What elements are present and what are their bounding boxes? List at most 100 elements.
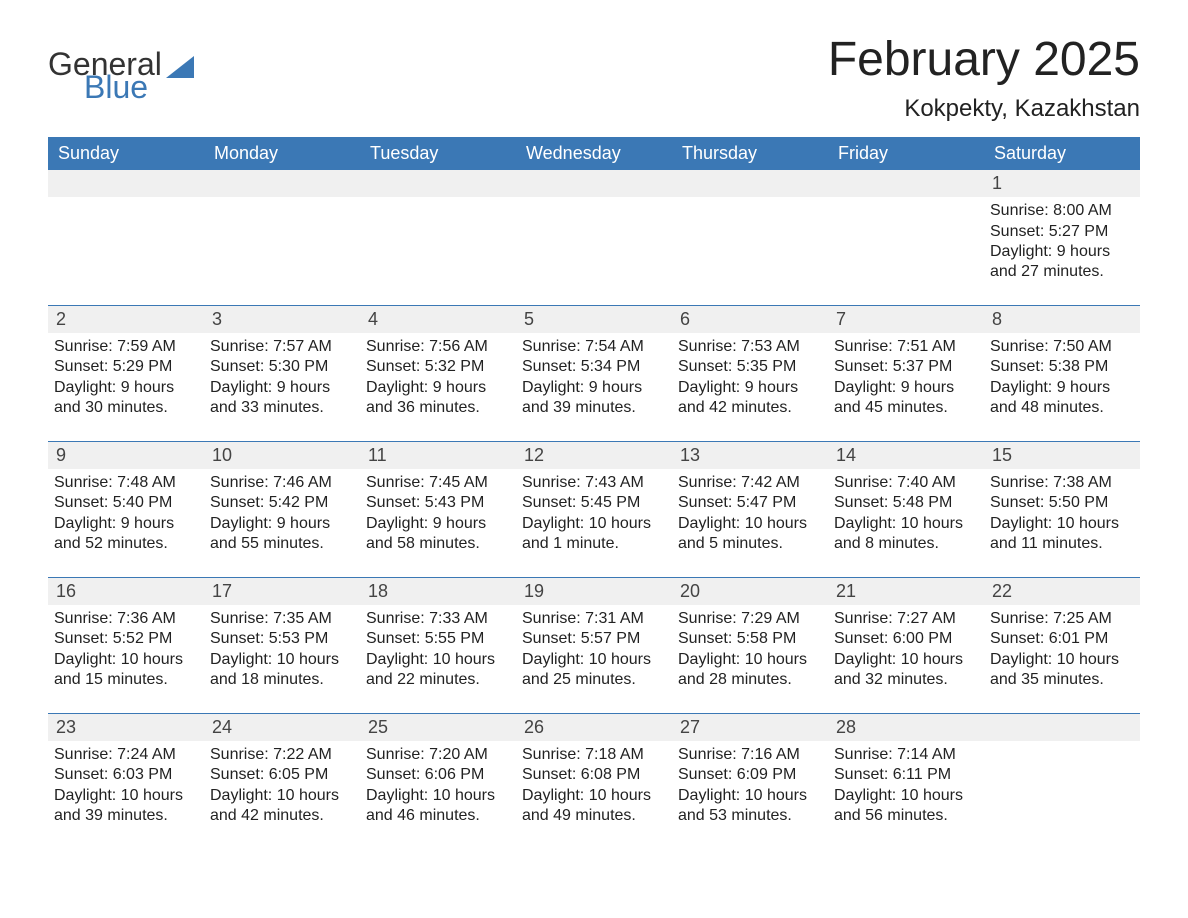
day-number: 8 xyxy=(984,306,1140,333)
sunset-line: Sunset: 5:47 PM xyxy=(678,493,822,513)
daylight-line: Daylight: 9 hours and 30 minutes. xyxy=(54,378,198,419)
day-number: 11 xyxy=(360,442,516,469)
day-cell-17: 17Sunrise: 7:35 AMSunset: 5:53 PMDayligh… xyxy=(204,578,360,713)
sunset-line: Sunset: 5:52 PM xyxy=(54,629,198,649)
day-number: 23 xyxy=(48,714,204,741)
week-row: 1Sunrise: 8:00 AMSunset: 5:27 PMDaylight… xyxy=(48,170,1140,305)
day-number: 12 xyxy=(516,442,672,469)
day-cell-6: 6 Sunrise: 7:53 AMSunset: 5:35 PMDaylight… xyxy=(672,306,828,441)
sunset-line: Sunset: 5:57 PM xyxy=(522,629,666,649)
sunrise-line: Sunrise: 7:25 AM xyxy=(990,609,1134,629)
sunrise-line: Sunrise: 7:14 AM xyxy=(834,745,978,765)
day-number: 16 xyxy=(48,578,204,605)
day-cell-14: 14Sunrise: 7:40 AMSunset: 5:48 PMDayligh… xyxy=(828,442,984,577)
daylight-line: Daylight: 10 hours and 28 minutes. xyxy=(678,650,822,691)
calendar-body: 1Sunrise: 8:00 AMSunset: 5:27 PMDaylight… xyxy=(48,170,1140,849)
day-number: 24 xyxy=(204,714,360,741)
day-cell-12: 12Sunrise: 7:43 AMSunset: 5:45 PMDayligh… xyxy=(516,442,672,577)
sail-icon xyxy=(166,56,194,78)
daylight-line: Daylight: 10 hours and 18 minutes. xyxy=(210,650,354,691)
daylight-line: Daylight: 10 hours and 49 minutes. xyxy=(522,786,666,827)
day-cell-11: 11Sunrise: 7:45 AMSunset: 5:43 PMDayligh… xyxy=(360,442,516,577)
day-number: 21 xyxy=(828,578,984,605)
sunset-line: Sunset: 5:48 PM xyxy=(834,493,978,513)
sunset-line: Sunset: 6:05 PM xyxy=(210,765,354,785)
day-cell-2: 2 Sunrise: 7:59 AMSunset: 5:29 PMDaylight… xyxy=(48,306,204,441)
daylight-line: Daylight: 9 hours and 58 minutes. xyxy=(366,514,510,555)
day-cell-3: 3Sunrise: 7:57 AMSunset: 5:30 PMDaylight… xyxy=(204,306,360,441)
day-number: 5 xyxy=(516,306,672,333)
daylight-line: Daylight: 9 hours and 39 minutes. xyxy=(522,378,666,419)
sunrise-line: Sunrise: 7:48 AM xyxy=(54,473,198,493)
daylight-line: Daylight: 10 hours and 11 minutes. xyxy=(990,514,1134,555)
day-cell-19: 19Sunrise: 7:31 AMSunset: 5:57 PMDayligh… xyxy=(516,578,672,713)
day-cell-26: 26Sunrise: 7:18 AMSunset: 6:08 PMDayligh… xyxy=(516,714,672,849)
daylight-line: Daylight: 10 hours and 1 minute. xyxy=(522,514,666,555)
sunrise-line: Sunrise: 7:29 AM xyxy=(678,609,822,629)
day-cell-20: 20 Sunrise: 7:29 AMSunset: 5:58 PMDayligh… xyxy=(672,578,828,713)
daylight-line: Daylight: 10 hours and 53 minutes. xyxy=(678,786,822,827)
day-cell-empty xyxy=(204,170,360,305)
sunset-line: Sunset: 5:34 PM xyxy=(522,357,666,377)
daylight-line: Daylight: 9 hours and 27 minutes. xyxy=(990,242,1134,283)
day-number: 2 xyxy=(48,306,204,333)
location-label: Kokpekty, Kazakhstan xyxy=(828,95,1140,123)
sunset-line: Sunset: 5:35 PM xyxy=(678,357,822,377)
sunrise-line: Sunrise: 7:51 AM xyxy=(834,337,978,357)
day-number: 27 xyxy=(672,714,828,741)
day-cell-7: 7Sunrise: 7:51 AMSunset: 5:37 PMDaylight… xyxy=(828,306,984,441)
daylight-line: Daylight: 10 hours and 46 minutes. xyxy=(366,786,510,827)
daylight-line: Daylight: 10 hours and 8 minutes. xyxy=(834,514,978,555)
day-number: 19 xyxy=(516,578,672,605)
sunrise-line: Sunrise: 8:00 AM xyxy=(990,201,1134,221)
sunset-line: Sunset: 5:29 PM xyxy=(54,357,198,377)
sunrise-line: Sunrise: 7:38 AM xyxy=(990,473,1134,493)
day-cell-4: 4Sunrise: 7:56 AMSunset: 5:32 PMDaylight… xyxy=(360,306,516,441)
day-cell-23: 23Sunrise: 7:24 AMSunset: 6:03 PMDayligh… xyxy=(48,714,204,849)
day-cell-empty xyxy=(828,170,984,305)
daylight-line: Daylight: 9 hours and 48 minutes. xyxy=(990,378,1134,419)
sunset-line: Sunset: 6:01 PM xyxy=(990,629,1134,649)
day-number xyxy=(48,170,204,197)
daylight-line: Daylight: 9 hours and 42 minutes. xyxy=(678,378,822,419)
sunset-line: Sunset: 5:38 PM xyxy=(990,357,1134,377)
daylight-line: Daylight: 10 hours and 5 minutes. xyxy=(678,514,822,555)
day-cell-21: 21Sunrise: 7:27 AMSunset: 6:00 PMDayligh… xyxy=(828,578,984,713)
header: General Blue February 2025 Kokpekty, Kaz… xyxy=(48,32,1140,133)
day-number: 20 xyxy=(672,578,828,605)
daylight-line: Daylight: 10 hours and 39 minutes. xyxy=(54,786,198,827)
day-number: 17 xyxy=(204,578,360,605)
sunrise-line: Sunrise: 7:59 AM xyxy=(54,337,198,357)
weekday-wednesday: Wednesday xyxy=(516,137,672,170)
daylight-line: Daylight: 9 hours and 45 minutes. xyxy=(834,378,978,419)
day-cell-28: 28Sunrise: 7:14 AMSunset: 6:11 PMDayligh… xyxy=(828,714,984,849)
sunset-line: Sunset: 6:08 PM xyxy=(522,765,666,785)
day-number: 28 xyxy=(828,714,984,741)
day-cell-empty xyxy=(360,170,516,305)
weekday-monday: Monday xyxy=(204,137,360,170)
sunrise-line: Sunrise: 7:20 AM xyxy=(366,745,510,765)
day-cell-25: 25Sunrise: 7:20 AMSunset: 6:06 PMDayligh… xyxy=(360,714,516,849)
day-cell-10: 10Sunrise: 7:46 AMSunset: 5:42 PMDayligh… xyxy=(204,442,360,577)
weekday-thursday: Thursday xyxy=(672,137,828,170)
day-cell-9: 9Sunrise: 7:48 AMSunset: 5:40 PMDaylight… xyxy=(48,442,204,577)
day-number: 6 xyxy=(672,306,828,333)
day-number: 18 xyxy=(360,578,516,605)
day-number xyxy=(828,170,984,197)
sunset-line: Sunset: 5:53 PM xyxy=(210,629,354,649)
sunset-line: Sunset: 6:09 PM xyxy=(678,765,822,785)
day-cell-1: 1Sunrise: 8:00 AMSunset: 5:27 PMDaylight… xyxy=(984,170,1140,305)
day-number: 3 xyxy=(204,306,360,333)
sunrise-line: Sunrise: 7:56 AM xyxy=(366,337,510,357)
sunset-line: Sunset: 5:58 PM xyxy=(678,629,822,649)
sunset-line: Sunset: 6:00 PM xyxy=(834,629,978,649)
title-block: February 2025 Kokpekty, Kazakhstan xyxy=(828,32,1140,133)
month-title: February 2025 xyxy=(828,32,1140,87)
sunrise-line: Sunrise: 7:16 AM xyxy=(678,745,822,765)
day-cell-empty xyxy=(984,714,1140,849)
sunrise-line: Sunrise: 7:53 AM xyxy=(678,337,822,357)
sunrise-line: Sunrise: 7:33 AM xyxy=(366,609,510,629)
sunrise-line: Sunrise: 7:24 AM xyxy=(54,745,198,765)
week-row: 16Sunrise: 7:36 AMSunset: 5:52 PMDayligh… xyxy=(48,577,1140,713)
day-number: 26 xyxy=(516,714,672,741)
